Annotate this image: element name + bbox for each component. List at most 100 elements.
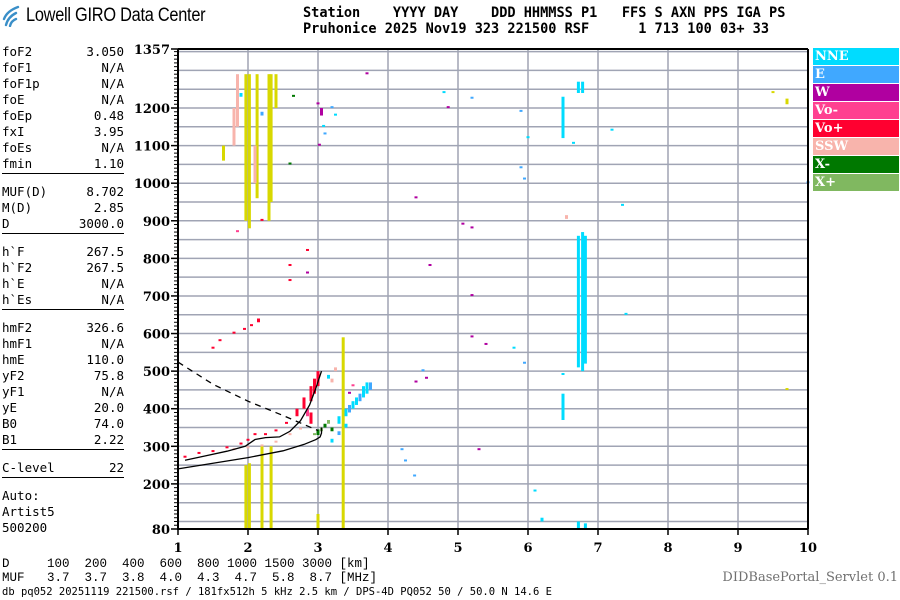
autoscaler-line: Artist5 xyxy=(2,504,55,519)
param-row-hmf1: hmF1 N/A xyxy=(2,336,124,352)
legend-item-ssw: SSW xyxy=(813,138,899,155)
param-value: 3.050 xyxy=(86,44,124,59)
echo-mark xyxy=(267,74,271,221)
echo-mark xyxy=(771,91,775,94)
echo-mark xyxy=(523,361,526,364)
echo-mark xyxy=(624,312,628,315)
echo-mark xyxy=(274,429,278,432)
param-name: foEs xyxy=(2,140,33,155)
echo-mark xyxy=(288,279,292,282)
echo-mark xyxy=(561,373,565,376)
param-value: N/A xyxy=(101,140,124,155)
autoscaler-line: 500200 xyxy=(2,520,48,535)
param-value: N/A xyxy=(101,276,124,291)
echo-mark xyxy=(327,374,330,379)
echo-mark xyxy=(330,427,334,432)
param-row-fxi: fxI 3.95 xyxy=(2,124,124,140)
x-tick-label: 3 xyxy=(313,541,322,556)
echo-mark xyxy=(316,371,320,387)
param-value: 110.0 xyxy=(86,352,124,367)
echo-mark xyxy=(306,408,309,417)
echo-mark xyxy=(337,416,341,424)
echo-mark xyxy=(621,203,624,206)
echo-mark xyxy=(446,106,450,109)
echo-mark xyxy=(583,235,587,364)
param-value: 74.0 xyxy=(93,416,124,431)
param-value: 3000.0 xyxy=(78,216,124,231)
echo-mark xyxy=(362,386,365,398)
echo-mark xyxy=(785,388,789,391)
param-row-foes: foEs N/A xyxy=(2,140,124,156)
param-name: hmE xyxy=(2,352,25,367)
echo-mark xyxy=(269,446,273,529)
echo-mark xyxy=(313,378,316,394)
echo-mark xyxy=(309,412,313,424)
param-name: fxI xyxy=(2,124,25,139)
echo-mark xyxy=(512,346,516,349)
param-value: N/A xyxy=(101,92,124,107)
legend-item-xplus: X+ xyxy=(813,174,899,191)
param-row-hf2: h`F2 267.5 xyxy=(2,260,124,276)
divider xyxy=(2,233,124,234)
echo-mark xyxy=(413,474,417,477)
echo-mark xyxy=(239,442,243,445)
echo-mark xyxy=(348,404,351,413)
param-name: foF1 xyxy=(2,60,33,75)
echo-mark xyxy=(323,132,327,135)
divider xyxy=(2,309,124,310)
echo-mark xyxy=(576,521,580,529)
y-tick-label: 1100 xyxy=(134,140,170,155)
echo-mark xyxy=(540,517,544,522)
echo-mark xyxy=(255,74,259,199)
echo-mark xyxy=(327,419,330,424)
echo-mark xyxy=(244,465,248,529)
param-row-hes: h`Es N/A xyxy=(2,292,124,308)
param-row-foep: foEp 0.48 xyxy=(2,108,124,124)
echo-mark xyxy=(355,397,358,405)
echo-mark xyxy=(414,196,418,199)
echo-mark xyxy=(274,440,278,443)
param-row-clevel: C-level 22 xyxy=(2,460,124,476)
echo-mark xyxy=(519,166,523,169)
echo-mark xyxy=(302,397,306,409)
param-name: hmF2 xyxy=(2,320,33,335)
x-tick-label: 8 xyxy=(663,541,672,556)
param-value: N/A xyxy=(101,60,124,75)
brand-logo: Lowell GIRO Data Center xyxy=(2,4,235,28)
param-name: M(D) xyxy=(2,200,33,215)
param-value: 3.95 xyxy=(93,124,124,139)
echo-mark xyxy=(561,393,565,420)
echo-mark xyxy=(526,136,530,139)
echo-mark xyxy=(442,91,446,94)
y-tick-label: 1357 xyxy=(134,43,170,58)
echo-mark xyxy=(334,113,337,116)
param-value: 267.5 xyxy=(86,260,124,275)
echo-mark xyxy=(288,162,292,165)
echo-mark xyxy=(317,143,321,146)
param-name: yF2 xyxy=(2,368,25,383)
param-row-yf1: yF1 N/A xyxy=(2,384,124,400)
y-tick-label: 1000 xyxy=(134,177,170,192)
echo-mark xyxy=(253,145,257,184)
echo-mark xyxy=(253,433,257,436)
echo-mark xyxy=(183,455,187,458)
echo-mark xyxy=(470,335,474,338)
echo-mark xyxy=(365,382,369,394)
echo-mark xyxy=(323,423,327,428)
param-name: h`F2 xyxy=(2,260,33,275)
echo-mark xyxy=(477,448,481,451)
echo-mark xyxy=(348,391,351,394)
echo-mark xyxy=(225,446,229,449)
echo-mark xyxy=(561,96,565,139)
param-value: 1.10 xyxy=(93,156,124,171)
param-value: 267.5 xyxy=(86,244,124,259)
echo-mark xyxy=(309,386,313,402)
echo-mark xyxy=(246,446,250,449)
echo-mark xyxy=(341,337,345,529)
param-name: foEp xyxy=(2,108,33,123)
x-tick-label: 6 xyxy=(523,541,532,556)
y-tick-label: 400 xyxy=(143,403,170,418)
echo-mark xyxy=(260,446,264,529)
muf-distance-row: D 100 200 400 600 800 1000 1500 3000 [km… xyxy=(2,557,370,571)
echo-mark xyxy=(576,81,580,93)
